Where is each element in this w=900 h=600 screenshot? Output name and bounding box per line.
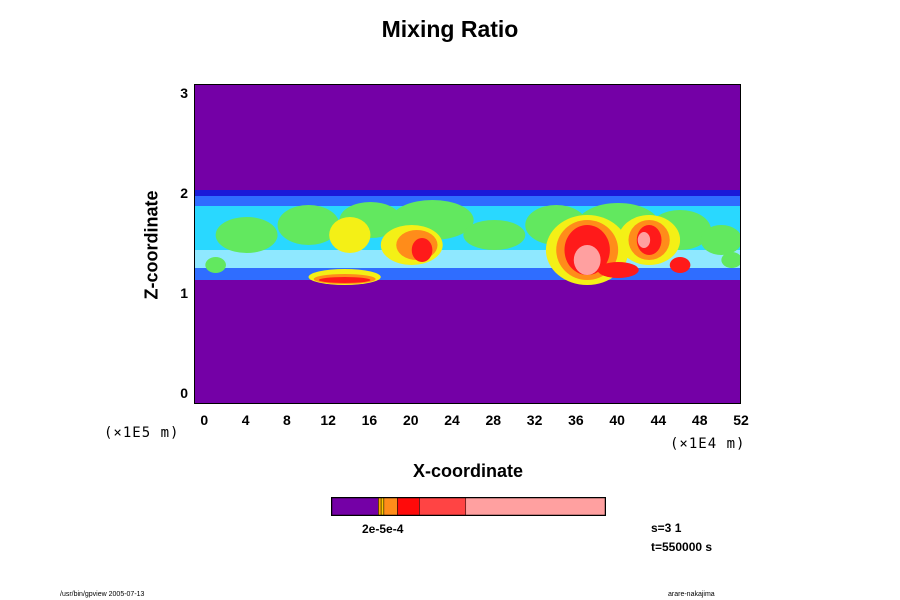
x-tick-label: 52: [733, 412, 749, 428]
y-tick-label: 3: [180, 85, 188, 101]
x-tick-label: 8: [282, 412, 291, 428]
mixing-ratio-field: [195, 85, 740, 403]
colorbar-swatch: [419, 498, 467, 515]
red-region: [669, 257, 691, 273]
x-tick-label: 48: [691, 412, 708, 428]
x-tick-label: 4: [241, 412, 250, 428]
info-t: t=550000 s: [651, 540, 713, 554]
x-tick-label: 20: [402, 412, 419, 428]
y-tick-label: 0: [180, 385, 188, 401]
colorbar-swatch: [378, 498, 382, 515]
green-region: [463, 220, 526, 250]
info-s: s=3 1: [651, 521, 682, 535]
green-region: [277, 205, 340, 245]
y-tick-label: 1: [180, 285, 188, 301]
footer-right: arare-nakajima: [668, 591, 715, 598]
colorbar-swatches: [332, 498, 605, 515]
x-tick-label: 40: [609, 412, 625, 428]
plot-area: [194, 84, 741, 404]
colorbar-swatch: [383, 498, 398, 515]
x-tick-label: 0: [200, 412, 209, 428]
chart-title: Mixing Ratio: [381, 16, 519, 42]
green-region: [205, 257, 226, 273]
green-region: [721, 252, 740, 268]
x-tick-label: 12: [320, 412, 336, 428]
x-tick-label: 24: [444, 412, 460, 428]
colorbar: [331, 497, 606, 516]
colorbar-label: 2e-5e-4: [362, 522, 404, 536]
y-scale-label: (×1E5 m): [104, 425, 180, 441]
red-region: [411, 238, 433, 262]
x-tick-label: 16: [361, 412, 378, 428]
layer-top-band: [195, 190, 740, 196]
x-scale-label: (×1E4 m): [670, 436, 746, 452]
x-axis-label: X-coordinate: [412, 461, 523, 481]
x-tick-label: 44: [650, 412, 667, 428]
colorbar-swatch: [465, 498, 605, 515]
y-axis-label: Z-coordinate: [141, 190, 162, 300]
footer-left: /usr/bin/gpview 2005-07-13: [60, 591, 145, 598]
x-tick-label: 36: [568, 412, 584, 428]
red-region: [597, 262, 639, 278]
pink-region: [573, 245, 601, 275]
green-region: [700, 225, 740, 255]
yellow-region: [329, 217, 371, 253]
pink-region: [637, 232, 651, 248]
layer-blue-band: [195, 196, 740, 206]
x-tick-label: 32: [526, 412, 543, 428]
colorbar-swatch: [397, 498, 420, 515]
layer-bottom-band: [195, 268, 740, 280]
x-tick-label: 28: [485, 412, 502, 428]
green-region: [215, 217, 278, 253]
y-tick-label: 2: [180, 185, 188, 201]
colorbar-swatch: [380, 498, 385, 515]
red-region: [318, 277, 371, 283]
colorbar-swatch: [332, 498, 379, 515]
